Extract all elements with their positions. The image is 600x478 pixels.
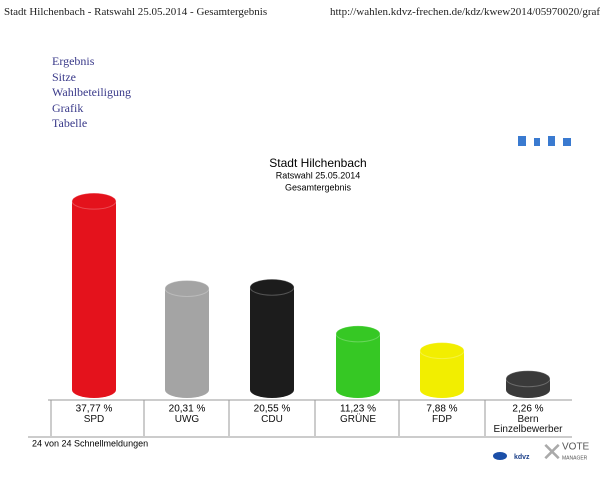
bar [336,333,380,390]
bar-top [505,370,551,388]
logo-text: MANAGER [562,455,588,461]
chart-subtitle: Gesamtergebnis [285,182,352,192]
logo-icon: ✕ [541,437,563,467]
nav-link[interactable]: Ergebnis [52,54,95,68]
bar-top [71,192,117,210]
bar [72,201,116,390]
nav-link[interactable]: Grafik [52,100,84,115]
bar-top [164,279,210,297]
value-label: 37,77 % [76,404,113,415]
nav: Ergebnis Sitze Wahlbeteiligung Grafik Tabell… [52,54,131,132]
bar [165,288,209,390]
x-tick-label: Bern Einzelbewerber [493,414,563,435]
x-tick-label: FDP [432,414,452,425]
footer-note: 24 von 24 Schnellmeldungen [32,438,148,448]
page-url: http://wahlen.kdvz-frechen.de/kdz/kwew20… [330,6,600,18]
value-label: 20,31 % [169,404,206,415]
nav-link[interactable]: Sitze [52,69,76,84]
chart-subtitle: Ratswahl 25.05.2014 [276,170,361,180]
value-label: 2,26 % [512,404,543,415]
bar-top [335,325,381,343]
nav-link[interactable]: Tabelle [52,116,88,130]
x-tick-label: SPD [83,414,105,425]
value-label: 7,88 % [426,404,457,415]
chart-title: Stadt Hilchenbach [269,156,366,170]
bar-top [249,278,295,296]
bar-top [419,342,465,360]
logo-text: kdvz [514,454,530,461]
bar [250,287,294,390]
x-tick-label: UWG [174,414,200,425]
logo-text: VOTE [562,442,590,453]
x-tick-label: CDU [261,414,283,425]
x-tick-label: GRÜNE [339,414,377,425]
nav-link[interactable]: Wahlbeteiligung [52,85,132,99]
value-label: 20,55 % [254,404,291,415]
icons [518,136,571,146]
logo-icon [493,452,507,460]
value-label: 11,23 % [340,404,376,415]
page-title: Stadt Hilchenbach - Ratswahl 25.05.2014 … [4,6,268,18]
